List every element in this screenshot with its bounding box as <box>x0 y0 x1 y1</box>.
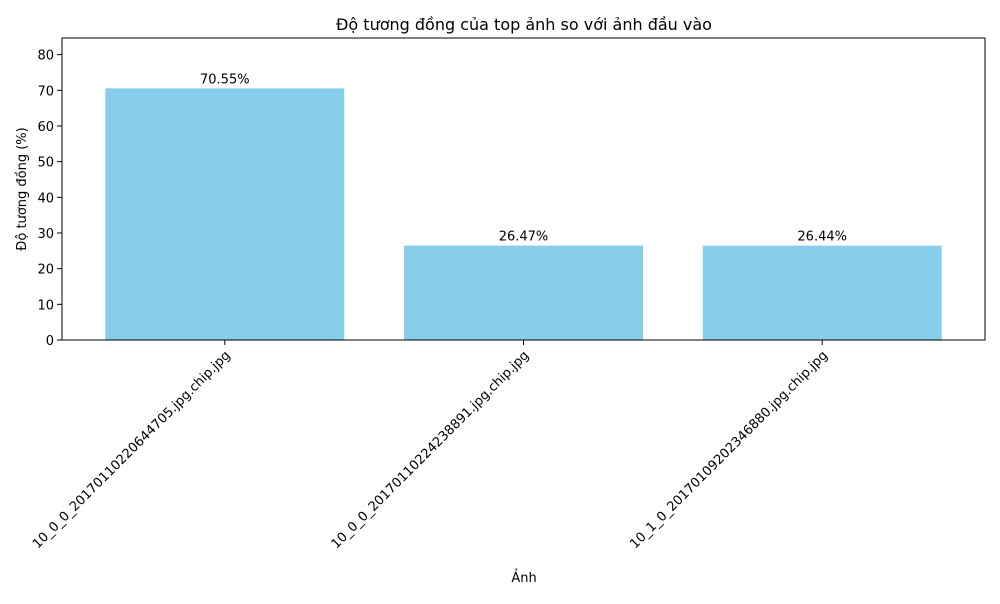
x-axis-label: Ảnh <box>511 569 536 586</box>
y-tick-label: 20 <box>37 263 54 278</box>
x-tick-label: 10_0_0_20170110224238891.jpg.chip.jpg <box>329 348 533 552</box>
value-label: 26.44% <box>797 230 847 245</box>
value-label: 70.55% <box>200 72 250 87</box>
chart-title: Độ tương đồng của top ảnh so với ảnh đầu… <box>336 15 712 34</box>
bar <box>702 245 942 340</box>
y-tick-label: 0 <box>46 334 54 349</box>
value-label: 26.47% <box>499 230 549 245</box>
bar <box>105 88 345 340</box>
y-tick-label: 10 <box>37 298 54 313</box>
bar <box>404 245 643 340</box>
y-tick-label: 50 <box>37 156 54 171</box>
y-tick-label: 30 <box>37 227 54 242</box>
y-tick-label: 70 <box>37 84 54 99</box>
plot-frame <box>61 37 986 341</box>
y-tick-label: 60 <box>37 120 54 135</box>
x-tick-label: 10_1_0_20170109202346880.jpg.chip.jpg <box>627 348 831 552</box>
y-tick-label: 80 <box>37 49 54 64</box>
y-axis-label: Độ tương đồng (%) <box>15 127 30 250</box>
x-tick-label: 10_0_0_20170110220644705.jpg.chip.jpg <box>30 348 234 552</box>
y-tick-label: 40 <box>37 191 54 206</box>
